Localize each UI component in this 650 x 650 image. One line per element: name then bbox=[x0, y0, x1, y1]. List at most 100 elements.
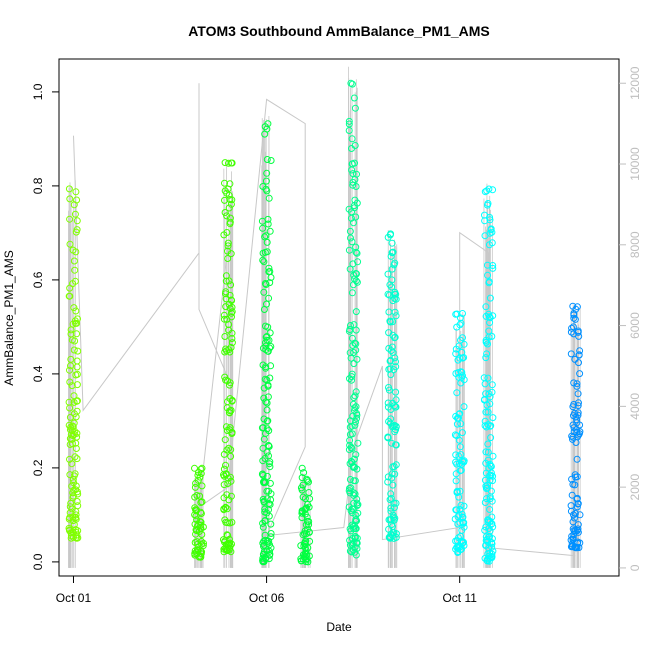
data-point bbox=[576, 539, 584, 547]
data-point bbox=[487, 226, 495, 234]
data-point bbox=[196, 473, 204, 481]
data-point bbox=[266, 329, 274, 337]
data-point bbox=[224, 239, 232, 247]
data-point bbox=[460, 523, 468, 531]
data-point bbox=[390, 516, 398, 524]
data-point bbox=[267, 533, 275, 541]
data-point bbox=[384, 478, 392, 486]
data-point bbox=[387, 504, 395, 512]
data-point bbox=[70, 346, 78, 354]
data-point bbox=[348, 370, 356, 378]
data-point bbox=[66, 503, 74, 511]
data-point bbox=[220, 505, 228, 513]
data-point bbox=[573, 503, 581, 511]
data-point bbox=[73, 455, 81, 463]
data-point bbox=[70, 392, 78, 400]
data-point bbox=[266, 279, 274, 287]
data-point bbox=[261, 280, 269, 287]
data-point bbox=[220, 481, 228, 489]
data-point bbox=[193, 550, 201, 558]
data-point bbox=[227, 344, 235, 351]
data-point bbox=[488, 543, 496, 551]
data-point bbox=[570, 314, 578, 322]
data-point bbox=[303, 475, 311, 483]
data-point bbox=[266, 463, 274, 471]
data-point bbox=[346, 476, 354, 483]
data-point bbox=[191, 464, 198, 472]
data-point bbox=[392, 363, 400, 371]
data-point bbox=[68, 482, 76, 490]
data-point bbox=[191, 493, 199, 501]
y2-axis: 0 2000 4000 6000 8000 10000 12000 bbox=[619, 66, 642, 571]
data-point bbox=[572, 439, 580, 446]
data-point bbox=[574, 411, 582, 419]
data-point bbox=[573, 382, 581, 390]
data-point bbox=[195, 468, 202, 476]
data-point bbox=[223, 212, 231, 220]
data-point bbox=[385, 344, 393, 352]
data-point bbox=[226, 305, 234, 312]
data-point bbox=[66, 378, 74, 386]
data-point bbox=[458, 373, 466, 381]
data-point bbox=[192, 530, 200, 538]
data-point bbox=[347, 354, 355, 362]
data-point bbox=[482, 312, 490, 320]
data-point bbox=[73, 196, 81, 204]
data-point bbox=[221, 436, 229, 444]
data-point bbox=[350, 219, 357, 227]
data-point bbox=[265, 555, 273, 563]
data-point bbox=[221, 179, 228, 187]
data-point bbox=[387, 490, 395, 498]
data-point bbox=[453, 323, 461, 331]
data-point bbox=[573, 303, 581, 311]
data-point bbox=[263, 300, 270, 308]
data-point bbox=[261, 233, 269, 241]
data-point bbox=[352, 277, 360, 285]
data-point bbox=[227, 200, 235, 208]
data-point bbox=[386, 419, 394, 427]
data-point bbox=[228, 335, 236, 342]
data-point bbox=[481, 232, 489, 240]
data-point bbox=[259, 558, 267, 566]
data-point bbox=[260, 548, 268, 555]
data-point bbox=[459, 539, 467, 547]
data-point bbox=[481, 422, 489, 430]
data-point bbox=[220, 311, 228, 319]
data-point bbox=[304, 525, 312, 533]
data-point bbox=[348, 430, 356, 438]
data-point bbox=[259, 539, 267, 547]
y-tick-label: 0.8 bbox=[31, 177, 45, 194]
data-point bbox=[265, 487, 273, 495]
data-point bbox=[347, 443, 355, 451]
y-tick-label: 0.4 bbox=[31, 365, 45, 382]
data-point bbox=[67, 423, 75, 431]
data-point bbox=[194, 471, 202, 479]
data-point bbox=[66, 404, 74, 412]
data-point bbox=[455, 342, 463, 350]
data-point bbox=[387, 252, 395, 260]
data-point bbox=[391, 259, 399, 267]
data-point bbox=[354, 439, 362, 447]
data-point bbox=[352, 516, 360, 523]
data-point bbox=[489, 523, 497, 531]
y2-tick-label: 12000 bbox=[628, 66, 642, 100]
data-point bbox=[567, 350, 575, 358]
data-point bbox=[224, 255, 232, 262]
data-point bbox=[259, 495, 267, 503]
data-point bbox=[262, 177, 270, 185]
data-point bbox=[304, 501, 312, 508]
data-point bbox=[481, 526, 489, 534]
data-point bbox=[388, 239, 396, 247]
data-point bbox=[388, 276, 396, 284]
data-point bbox=[263, 425, 271, 433]
data-point bbox=[385, 308, 393, 316]
data-point bbox=[457, 451, 465, 459]
data-point bbox=[392, 312, 400, 320]
data-point bbox=[460, 403, 468, 411]
data-point bbox=[299, 493, 307, 501]
data-point bbox=[266, 268, 274, 275]
data-point bbox=[264, 381, 272, 389]
data-point bbox=[349, 181, 357, 189]
data-point bbox=[576, 511, 584, 519]
